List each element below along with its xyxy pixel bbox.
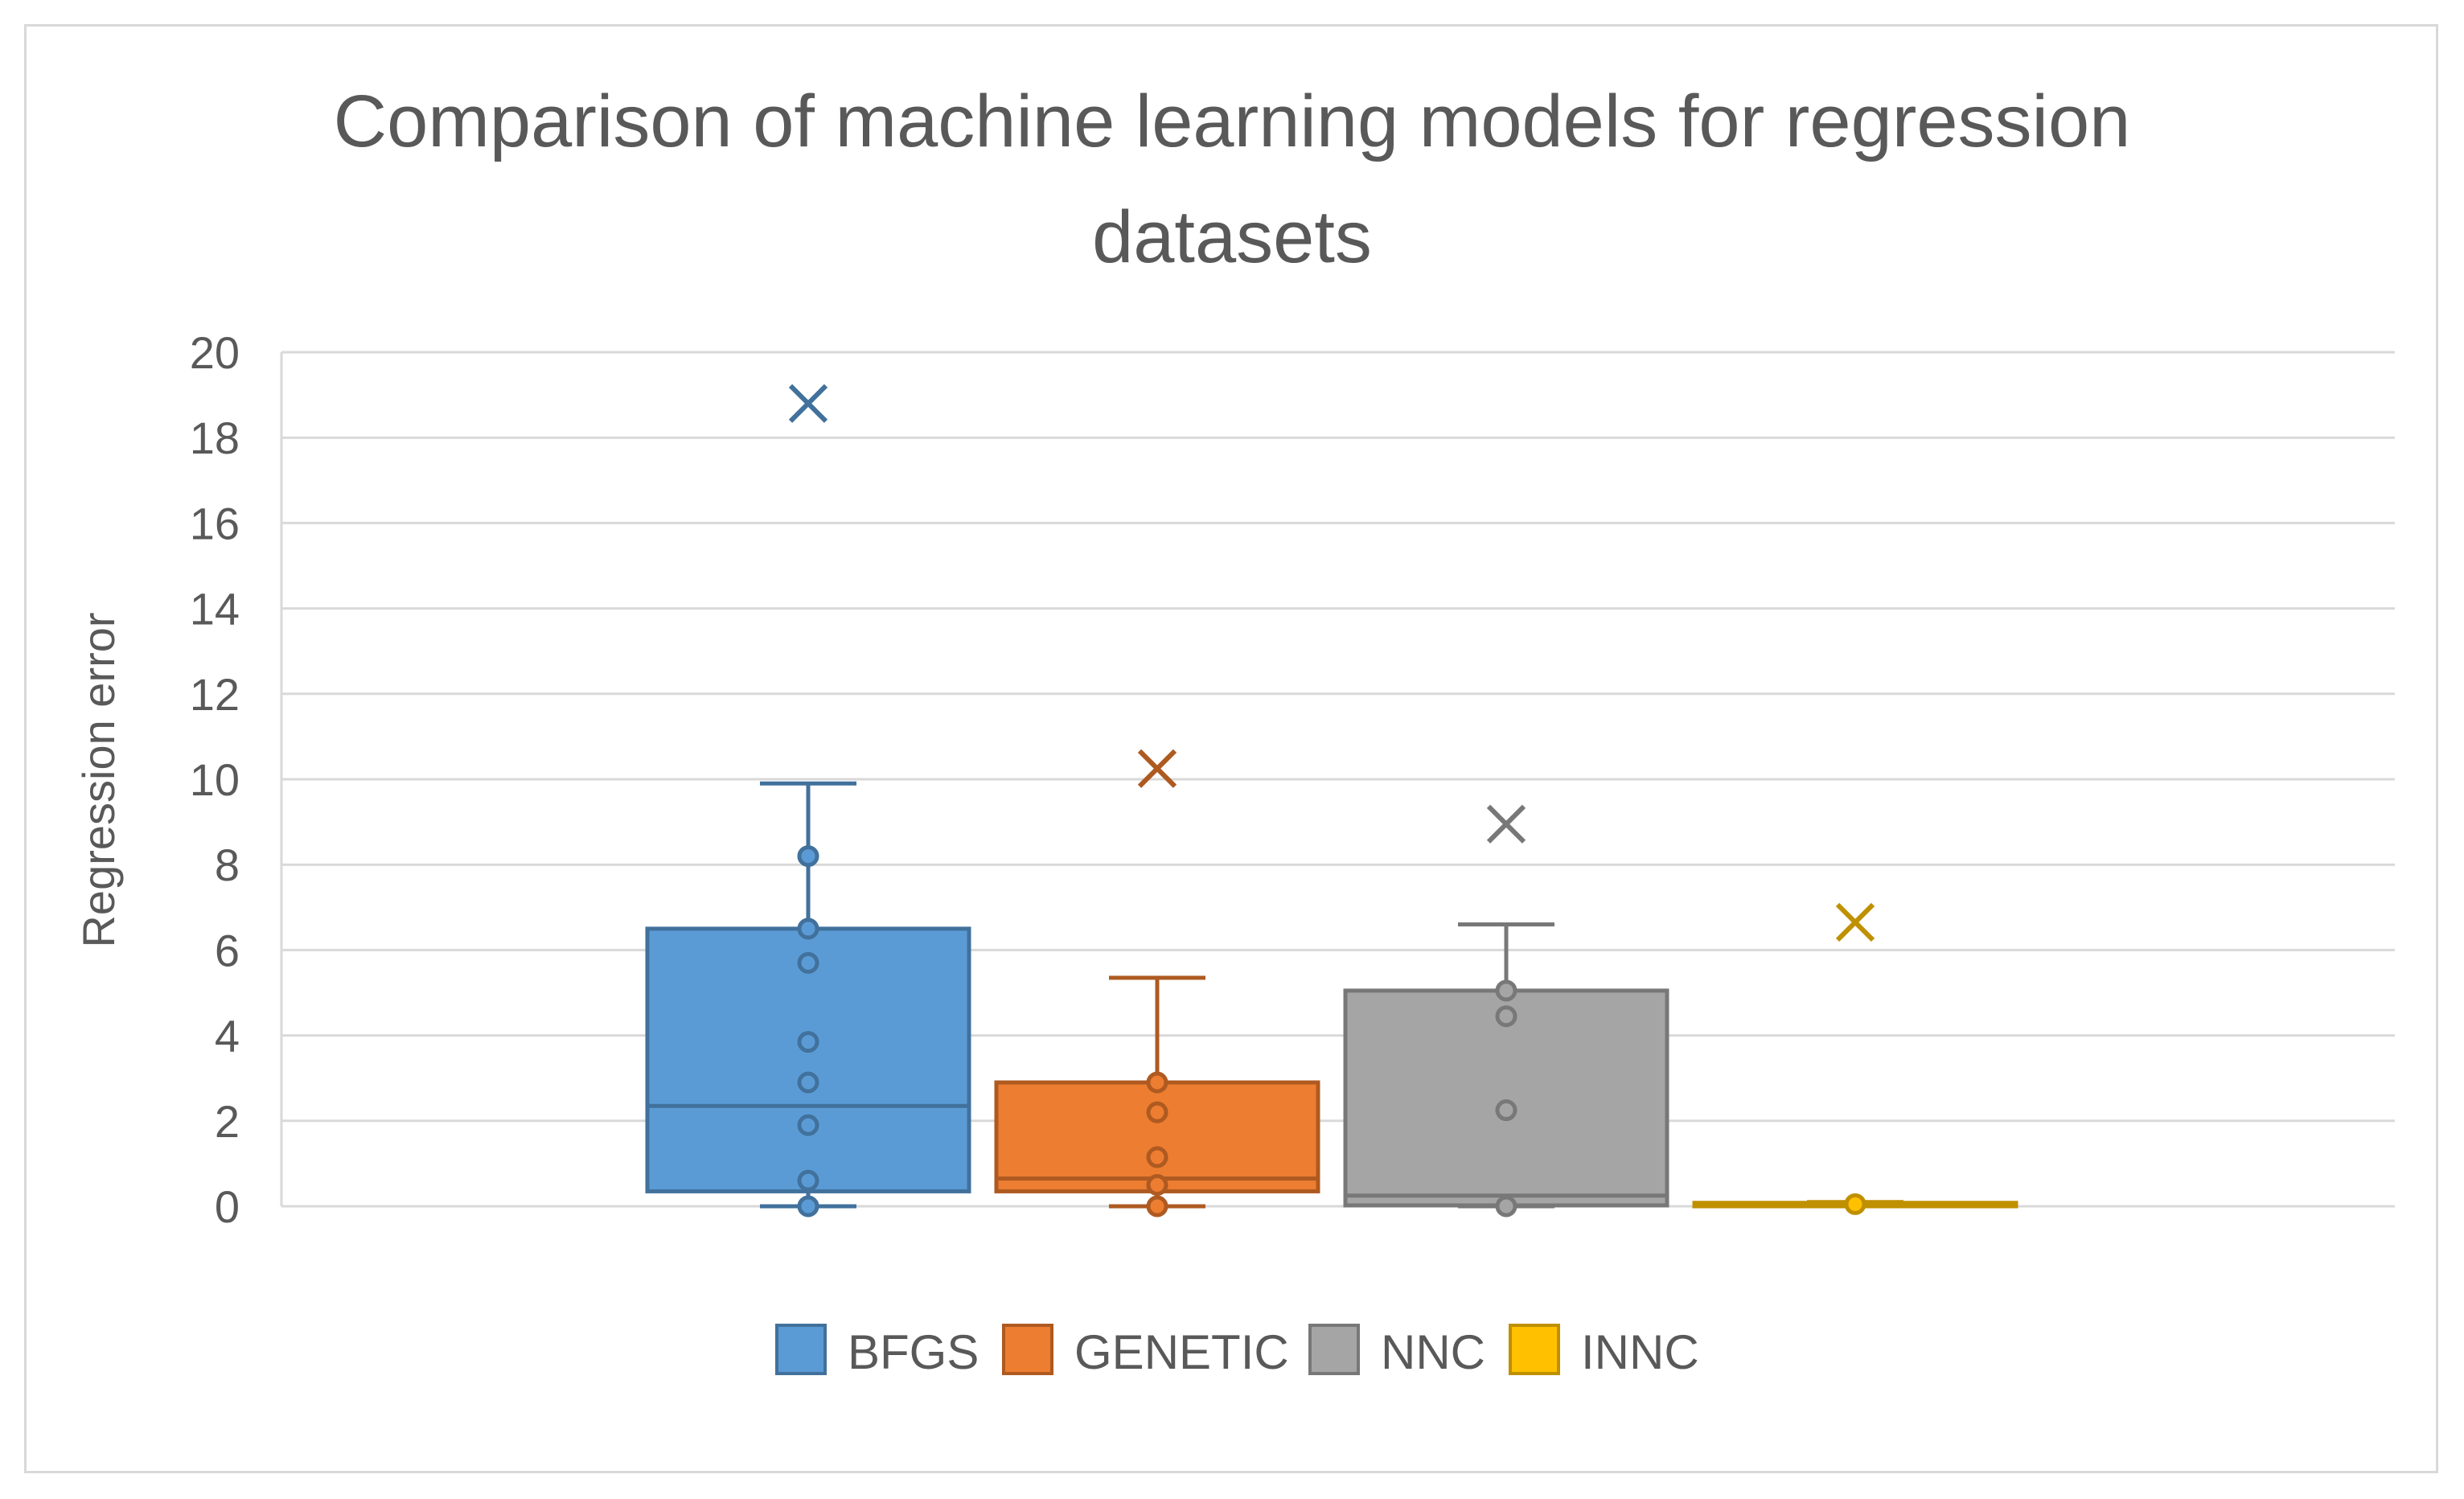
data-point (797, 1195, 819, 1218)
box-nnc (1343, 804, 1669, 1218)
legend-swatch (1002, 1324, 1053, 1375)
y-tick-label: 16 (190, 498, 240, 548)
data-point (1844, 1193, 1866, 1215)
legend: BFGS GENETIC NNC INNC (775, 1324, 1699, 1379)
y-tick-label: 14 (190, 584, 240, 635)
legend-swatch (1308, 1324, 1360, 1375)
data-point (1146, 1146, 1168, 1168)
legend-label: GENETIC (1074, 1325, 1289, 1379)
mean-marker (1835, 902, 1875, 943)
data-point (1495, 1005, 1517, 1028)
data-point (1495, 1195, 1517, 1218)
data-point (797, 1169, 819, 1192)
legend-label: INNC (1581, 1325, 1699, 1379)
data-point (797, 1031, 819, 1053)
y-tick-label: 2 (215, 1096, 240, 1147)
data-point (1495, 1099, 1517, 1122)
data-point (1146, 1071, 1168, 1094)
chart-frame (24, 24, 2438, 1473)
data-point (1146, 1173, 1168, 1196)
y-tick-label: 6 (215, 925, 240, 975)
legend-item-genetic: GENETIC (1002, 1324, 1289, 1379)
box-bfgs (645, 384, 971, 1218)
legend-label: BFGS (848, 1325, 979, 1379)
data-point (1146, 1101, 1168, 1123)
data-point (1146, 1195, 1168, 1218)
y-tick-label: 12 (190, 669, 240, 720)
chart-title: Comparison of machine learning models fo… (334, 80, 2131, 278)
data-point (1495, 979, 1517, 1002)
data-point (797, 1071, 819, 1094)
gridlines (280, 351, 2395, 1208)
box-plot-series (645, 384, 2018, 1218)
box-iqr (994, 1080, 1320, 1193)
legend-item-innc: INNC (1509, 1324, 1699, 1379)
legend-swatch (1509, 1324, 1560, 1375)
legend-swatch (775, 1324, 827, 1375)
y-tick-label: 18 (190, 413, 240, 463)
y-tick-label: 10 (190, 754, 240, 805)
data-point (797, 1114, 819, 1136)
data-point (797, 845, 819, 868)
box-genetic (994, 749, 1320, 1218)
data-point (797, 951, 819, 974)
legend-item-bfgs: BFGS (775, 1324, 979, 1379)
mean-marker (1486, 804, 1526, 844)
y-axis-tick-labels: 0 2 4 6 8 10 12 14 16 18 20 (190, 327, 240, 1232)
y-tick-label: 20 (190, 327, 240, 378)
legend-label: NNC (1381, 1325, 1485, 1379)
legend-item-nnc: NNC (1308, 1324, 1485, 1379)
chart-title-line-1: Comparison of machine learning models fo… (334, 80, 2131, 162)
y-tick-label: 8 (215, 840, 240, 890)
mean-marker (788, 384, 828, 423)
chart-title-line-2: datasets (1092, 196, 1372, 278)
y-tick-label: 0 (215, 1181, 240, 1232)
data-point (797, 918, 819, 940)
box-innc (1692, 902, 2018, 1215)
mean-marker (1137, 749, 1177, 788)
y-tick-label: 4 (215, 1011, 240, 1062)
y-axis-label: Regression error (73, 612, 124, 947)
